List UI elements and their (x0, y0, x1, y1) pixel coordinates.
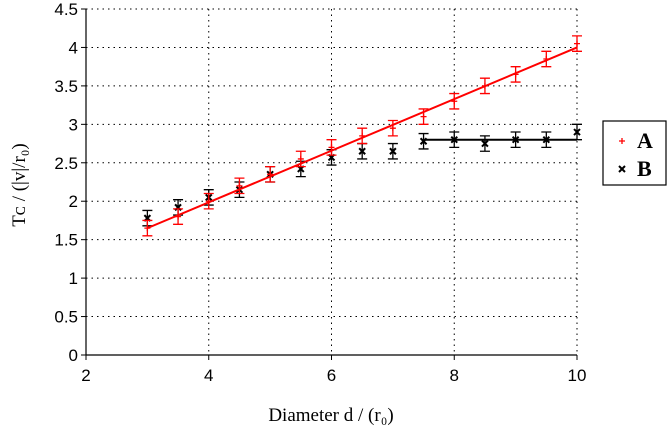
x-axis-label: Diameter d / (r₀) (268, 405, 393, 426)
data-point (389, 147, 397, 155)
data-point (420, 113, 427, 120)
x-tick-label: 2 (81, 366, 90, 385)
y-tick-label: 0 (69, 346, 78, 365)
y-tick-label: 4 (69, 38, 78, 57)
x-tick-label: 10 (568, 366, 587, 385)
data-point (236, 182, 243, 189)
legend-label-b: B (637, 156, 652, 181)
fit-line (146, 46, 578, 230)
data-point (328, 144, 335, 151)
y-axis-label: Tᴄ / (|v|/r₀) (9, 143, 30, 226)
data-point (389, 125, 396, 132)
legend-label-a: A (637, 128, 653, 153)
axes: 0 0.5 1 1.5 2 2.5 3 3.5 4 4.5 2 4 6 8 10 (54, 0, 586, 385)
y-tick-label: 1 (69, 269, 78, 288)
y-tick-label: 4.5 (54, 0, 78, 19)
y-tick-label: 0.5 (54, 308, 78, 327)
y-tick-label: 2 (69, 192, 78, 211)
data-point (481, 139, 489, 148)
x-tick-label: 6 (327, 366, 336, 385)
data-point (297, 155, 304, 162)
y-tick-label: 1.5 (54, 231, 78, 250)
legend-box (602, 120, 667, 186)
series-a (142, 35, 582, 237)
data-marks (142, 35, 582, 237)
y-tick-label: 2.5 (54, 154, 78, 173)
legend: A B (602, 120, 667, 186)
x-tick-label: 8 (450, 366, 459, 385)
x-tick-label: 4 (204, 366, 213, 385)
legend-plus-icon (619, 138, 625, 144)
data-point (574, 40, 580, 47)
data-point (358, 147, 366, 155)
y-tick-label: 3 (69, 115, 78, 134)
legend-marker-b (618, 165, 626, 173)
legend-marker-a (619, 138, 625, 144)
data-point (573, 128, 581, 136)
y-tick-label: 3.5 (54, 77, 78, 96)
grid (86, 8, 578, 355)
legend-x-icon (618, 165, 626, 173)
